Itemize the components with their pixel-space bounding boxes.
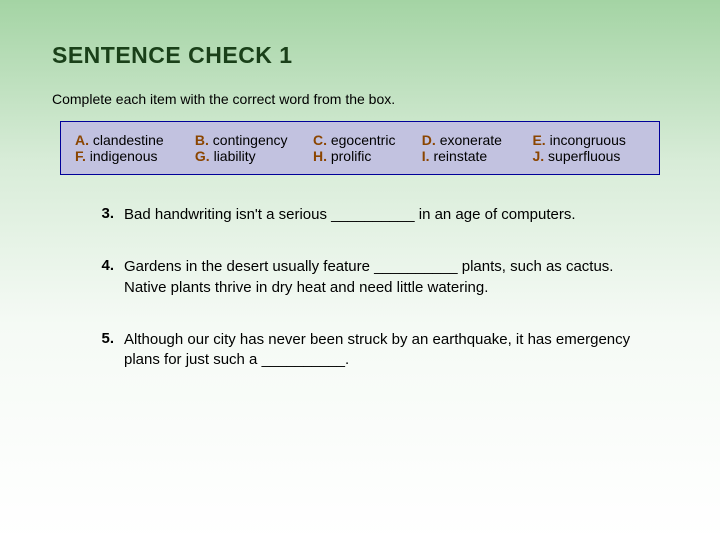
question-number: 3.: [88, 205, 124, 225]
word-text: contingency: [213, 132, 288, 148]
word-row-2: F. indigenous G. liability H. prolific I…: [75, 148, 645, 164]
word-text: indigenous: [90, 148, 158, 164]
question-number: 4.: [88, 257, 124, 298]
question-5: 5. Although our city has never been stru…: [52, 330, 668, 371]
word-letter: G.: [195, 148, 210, 164]
word-text: clandestine: [93, 132, 164, 148]
word-box: A. clandestine B. contingency C. egocent…: [60, 121, 660, 175]
word-letter: I.: [422, 148, 430, 164]
word-letter: C.: [313, 132, 327, 148]
word-item-j: J. superfluous: [532, 148, 645, 164]
question-text: Although our city has never been struck …: [124, 330, 658, 371]
word-item-f: F. indigenous: [75, 148, 195, 164]
word-letter: A.: [75, 132, 89, 148]
word-item-h: H. prolific: [313, 148, 422, 164]
word-text: exonerate: [440, 132, 502, 148]
question-number: 5.: [88, 330, 124, 371]
word-item-a: A. clandestine: [75, 132, 195, 148]
word-letter: F.: [75, 148, 86, 164]
word-row-1: A. clandestine B. contingency C. egocent…: [75, 132, 645, 148]
word-text: prolific: [331, 148, 371, 164]
word-text: egocentric: [331, 132, 396, 148]
word-letter: D.: [422, 132, 436, 148]
word-item-c: C. egocentric: [313, 132, 422, 148]
word-letter: B.: [195, 132, 209, 148]
word-item-b: B. contingency: [195, 132, 313, 148]
word-text: liability: [214, 148, 256, 164]
word-text: reinstate: [433, 148, 487, 164]
page-title: SENTENCE CHECK 1: [52, 42, 668, 69]
instruction-text: Complete each item with the correct word…: [52, 91, 668, 107]
word-letter: H.: [313, 148, 327, 164]
question-text: Gardens in the desert usually feature __…: [124, 257, 658, 298]
word-item-e: E. incongruous: [532, 132, 645, 148]
question-3: 3. Bad handwriting isn't a serious _____…: [52, 205, 668, 225]
question-text: Bad handwriting isn't a serious ________…: [124, 205, 576, 225]
question-4: 4. Gardens in the desert usually feature…: [52, 257, 668, 298]
word-item-g: G. liability: [195, 148, 313, 164]
word-item-i: I. reinstate: [422, 148, 533, 164]
word-item-d: D. exonerate: [422, 132, 533, 148]
word-letter: J.: [532, 148, 544, 164]
word-text: superfluous: [548, 148, 620, 164]
word-text: incongruous: [550, 132, 626, 148]
word-letter: E.: [532, 132, 545, 148]
